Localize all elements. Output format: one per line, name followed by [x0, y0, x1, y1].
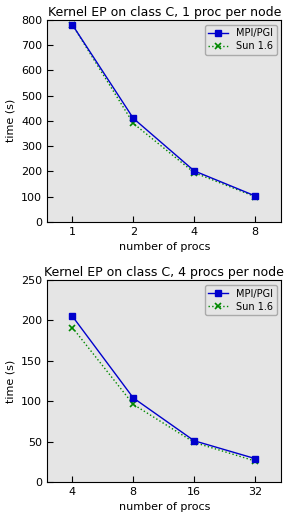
MPI/PGI	[253, 455, 257, 462]
Sun 1.6	[193, 169, 196, 176]
Y-axis label: time (s): time (s)	[5, 359, 15, 402]
X-axis label: number of procs: number of procs	[119, 242, 210, 252]
Line: MPI/PGI: MPI/PGI	[69, 313, 258, 462]
Sun 1.6	[193, 439, 196, 445]
Sun 1.6	[71, 324, 74, 330]
Sun 1.6	[253, 194, 257, 200]
Sun 1.6	[253, 458, 257, 464]
MPI/PGI	[253, 193, 257, 199]
Line: Sun 1.6: Sun 1.6	[69, 324, 259, 465]
X-axis label: number of procs: number of procs	[119, 502, 210, 512]
MPI/PGI	[71, 22, 74, 28]
Y-axis label: time (s): time (s)	[5, 99, 15, 142]
MPI/PGI	[193, 168, 196, 174]
Legend: MPI/PGI, Sun 1.6: MPI/PGI, Sun 1.6	[205, 24, 277, 55]
Title: Kernel EP on class C, 1 proc per node: Kernel EP on class C, 1 proc per node	[48, 6, 281, 19]
MPI/PGI	[71, 313, 74, 319]
Line: MPI/PGI: MPI/PGI	[69, 22, 258, 199]
Sun 1.6	[71, 22, 74, 28]
Sun 1.6	[131, 120, 135, 126]
MPI/PGI	[131, 395, 135, 401]
Line: Sun 1.6: Sun 1.6	[69, 21, 259, 200]
MPI/PGI	[193, 438, 196, 444]
MPI/PGI	[131, 115, 135, 121]
Sun 1.6	[131, 401, 135, 408]
Title: Kernel EP on class C, 4 procs per node: Kernel EP on class C, 4 procs per node	[44, 266, 284, 279]
Legend: MPI/PGI, Sun 1.6: MPI/PGI, Sun 1.6	[205, 285, 277, 315]
